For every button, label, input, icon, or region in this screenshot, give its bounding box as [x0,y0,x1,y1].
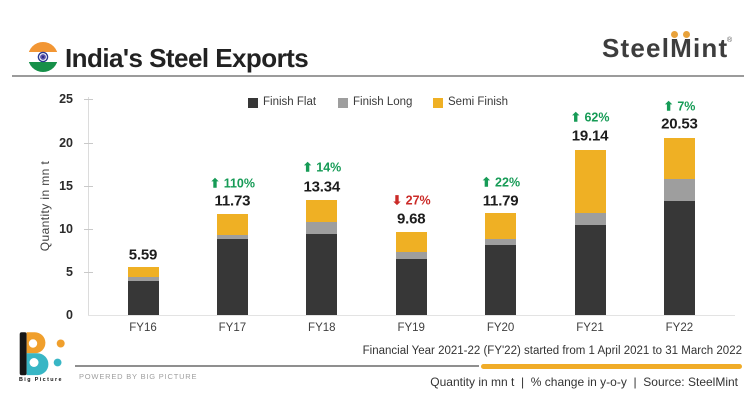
svg-text:Big Picture: Big Picture [19,377,63,383]
